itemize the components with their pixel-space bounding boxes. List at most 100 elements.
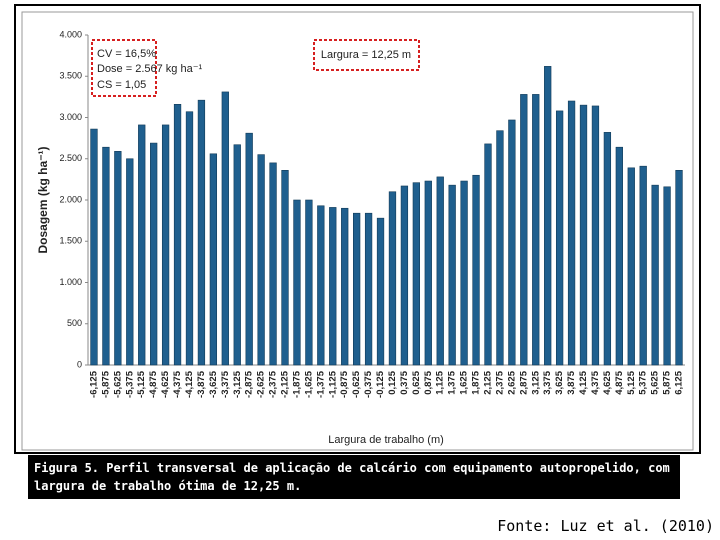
x-tick-label: -4,125 [184, 370, 195, 398]
x-tick-label: -1,875 [291, 370, 302, 398]
x-axis-label: Largura de trabalho (m) [328, 434, 444, 446]
bar [185, 111, 194, 366]
bar [233, 144, 241, 366]
x-tick-label: 3,625 [554, 370, 565, 394]
annotation: CV = 16,5% [97, 48, 156, 60]
source: Fonte: Luz et al. (2010) [497, 517, 714, 535]
y-tick-label: 1.000 [59, 277, 82, 287]
x-tick-label: -0,375 [363, 370, 374, 398]
bar [412, 182, 420, 366]
bar [209, 153, 218, 366]
x-tick-label: 1,875 [471, 370, 482, 394]
y-tick-label: 3.500 [59, 71, 82, 81]
bar [448, 184, 456, 366]
bar [150, 142, 158, 366]
bar [639, 165, 647, 366]
x-tick-label: 4,125 [578, 370, 589, 394]
x-tick-label: -1,375 [315, 370, 326, 398]
y-tick-label: 3.000 [59, 112, 82, 122]
x-tick-label: 3,375 [542, 370, 553, 394]
x-tick-label: -4,375 [172, 370, 183, 398]
bar [520, 94, 528, 366]
x-tick-label: -5,625 [112, 370, 123, 398]
x-tick-label: 5,125 [626, 370, 637, 394]
bar [567, 100, 576, 366]
x-tick-label: 3,875 [566, 370, 577, 394]
bar [126, 158, 134, 366]
bar [663, 186, 671, 366]
bar [341, 207, 349, 366]
y-tick-label: 2.000 [59, 194, 82, 204]
x-tick-label: -4,625 [160, 370, 171, 398]
inner-frame [21, 11, 694, 451]
annotation: CS = 1,05 [97, 79, 146, 91]
x-tick-label: 0,375 [399, 370, 410, 394]
bar [257, 154, 265, 366]
x-tick-label: -5,125 [136, 370, 147, 398]
bar [388, 191, 397, 366]
y-tick-label: 4.000 [59, 29, 82, 39]
x-tick-label: -1,625 [303, 370, 314, 398]
bar [161, 124, 170, 366]
x-tick-label: 3,125 [530, 370, 541, 394]
bar [424, 180, 432, 366]
x-tick-label: 6,125 [674, 370, 685, 394]
x-tick-label: -3,125 [232, 370, 243, 398]
annotation-box [313, 39, 420, 71]
bar [675, 170, 683, 366]
x-tick-label: -0,125 [375, 370, 386, 398]
x-tick-label: -5,375 [124, 370, 135, 398]
x-tick-label: -3,875 [196, 370, 207, 398]
bar [627, 167, 635, 366]
bar [460, 180, 468, 366]
x-tick-label: -3,625 [208, 370, 219, 398]
bar [173, 104, 182, 366]
x-tick-label: -2,875 [244, 370, 255, 398]
bar [532, 94, 540, 366]
x-tick-label: -2,375 [268, 370, 279, 398]
bar [376, 217, 385, 366]
x-tick-label: 4,375 [590, 370, 601, 394]
x-tick-label: 1,125 [435, 370, 446, 394]
x-tick-label: 1,625 [459, 370, 470, 394]
annotation-box [91, 39, 157, 97]
bar [114, 151, 122, 366]
bar [90, 128, 98, 366]
x-tick-label: -2,125 [280, 370, 291, 398]
annotation: Largura = 12,25 m [321, 49, 411, 61]
bar [591, 105, 600, 366]
chart: CV = 16,5% Dose = 2.567 kg ha⁻¹ CS = 1,0… [14, 4, 701, 454]
bar [544, 66, 552, 366]
x-tick-label: -0,875 [339, 370, 350, 398]
y-tick-label: 500 [67, 318, 82, 328]
bar [508, 119, 516, 366]
bar [353, 212, 361, 366]
x-tick-label: 5,625 [650, 370, 661, 394]
bar [329, 207, 337, 366]
bar [281, 170, 289, 366]
x-tick-label: 2,375 [494, 370, 505, 394]
bar [221, 91, 229, 366]
x-tick-label: 2,875 [518, 370, 529, 394]
bar [603, 132, 612, 366]
x-tick-label: 2,125 [483, 370, 494, 394]
bar [317, 205, 325, 366]
x-tick-label: 0,625 [411, 370, 422, 394]
bar [305, 199, 313, 366]
bar [364, 212, 373, 366]
bar [269, 162, 277, 366]
bar [579, 104, 588, 366]
bar [436, 176, 444, 366]
bar [400, 185, 409, 366]
x-tick-label: -3,375 [220, 370, 231, 398]
x-tick-label: 5,375 [638, 370, 649, 394]
bar [615, 146, 623, 366]
caption: Figura 5. Perfil transversal de aplicaçã… [28, 455, 680, 499]
bar [496, 130, 504, 366]
x-tick-label: 1,375 [447, 370, 458, 394]
bar [293, 199, 301, 366]
y-tick-label: 1.500 [59, 236, 82, 246]
bar [651, 184, 659, 366]
x-tick-label: -0,625 [351, 370, 362, 398]
